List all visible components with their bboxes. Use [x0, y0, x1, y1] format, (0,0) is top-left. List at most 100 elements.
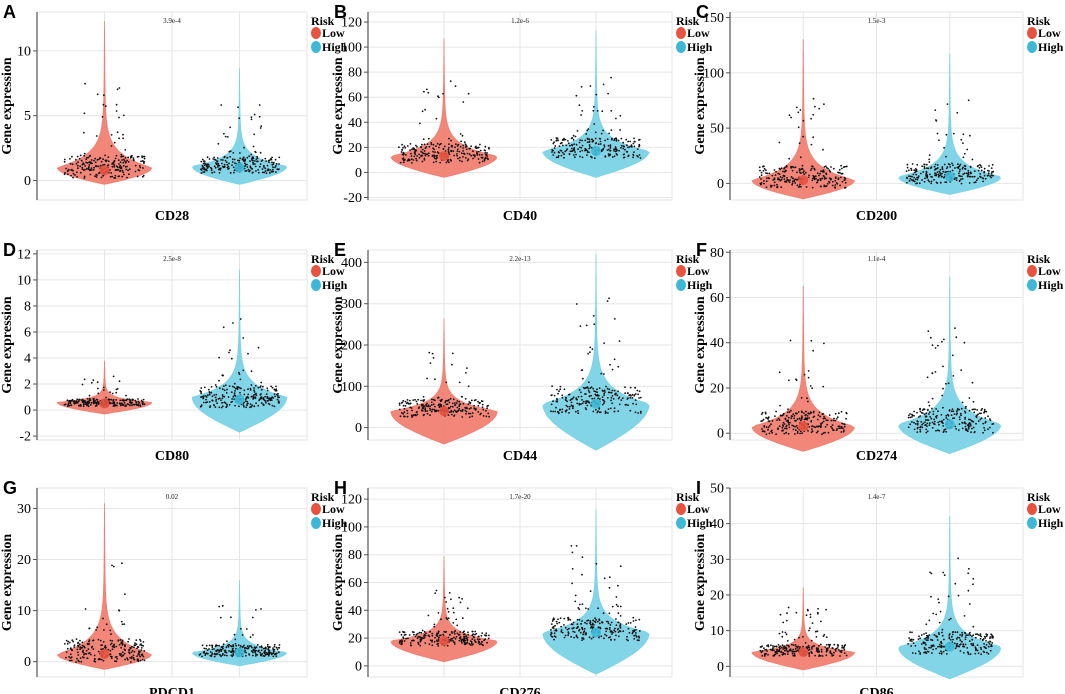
- data-point: [939, 168, 942, 171]
- data-point: [402, 413, 405, 415]
- data-point: [925, 637, 928, 639]
- data-point: [923, 648, 926, 650]
- data-point: [243, 146, 245, 149]
- data-point: [455, 143, 457, 146]
- data-point: [579, 631, 582, 634]
- data-point: [79, 657, 82, 659]
- data-point: [552, 142, 555, 145]
- data-point: [109, 629, 112, 632]
- data-point: [259, 163, 262, 166]
- data-point: [582, 633, 584, 636]
- data-point: [816, 630, 819, 633]
- data-point: [555, 400, 558, 403]
- data-point: [204, 395, 207, 397]
- data-point: [985, 644, 988, 646]
- data-point: [276, 652, 278, 655]
- data-point: [239, 152, 241, 154]
- data-point: [599, 140, 602, 143]
- data-point: [610, 391, 613, 394]
- data-point: [427, 152, 430, 155]
- y-tick-label: 120: [341, 493, 362, 508]
- data-point: [465, 410, 468, 413]
- data-point: [481, 160, 484, 163]
- data-point: [218, 644, 221, 647]
- data-point: [918, 182, 921, 185]
- data-point: [83, 378, 86, 381]
- data-point: [410, 158, 413, 161]
- data-point: [233, 171, 235, 174]
- data-point: [455, 635, 458, 638]
- y-tick-label: 400: [341, 256, 362, 271]
- data-point: [217, 142, 220, 145]
- y-tick-label: 20: [710, 381, 724, 396]
- data-point: [468, 153, 471, 156]
- data-point: [116, 657, 119, 660]
- data-point: [477, 400, 479, 403]
- data-point: [461, 642, 463, 644]
- p-value: 2.5e-8: [163, 255, 181, 263]
- data-point: [426, 143, 429, 146]
- data-point: [561, 144, 564, 147]
- data-point: [961, 422, 964, 424]
- data-point: [272, 168, 274, 171]
- data-point: [234, 638, 237, 641]
- data-point: [634, 626, 637, 628]
- data-point: [786, 640, 789, 642]
- data-point: [766, 650, 768, 652]
- data-point: [142, 167, 144, 169]
- data-point: [979, 638, 982, 640]
- data-point: [452, 607, 455, 610]
- data-point: [792, 648, 795, 651]
- data-point: [779, 404, 781, 407]
- data-point: [557, 155, 560, 157]
- data-point: [822, 432, 825, 434]
- data-point: [939, 172, 942, 175]
- data-point: [266, 389, 269, 392]
- p-value: 1.5e-3: [868, 17, 886, 25]
- data-point: [589, 346, 592, 349]
- data-point: [245, 406, 248, 409]
- data-point: [272, 647, 274, 649]
- data-point: [242, 156, 245, 159]
- y-tick-label: 20: [348, 632, 362, 647]
- data-point: [912, 179, 914, 182]
- data-point: [574, 600, 577, 603]
- data-point: [140, 160, 143, 163]
- data-point: [987, 641, 990, 643]
- data-point: [201, 655, 203, 658]
- data-point: [206, 165, 209, 168]
- data-point: [410, 155, 413, 158]
- data-point: [825, 185, 828, 187]
- y-axis-label: Gene expression: [693, 296, 708, 394]
- data-point: [928, 422, 931, 425]
- data-point: [625, 638, 628, 641]
- data-point: [564, 150, 567, 153]
- data-point: [568, 153, 571, 155]
- data-point: [572, 139, 575, 141]
- data-point: [614, 393, 617, 396]
- data-point: [620, 399, 623, 401]
- data-point: [806, 417, 809, 420]
- data-point: [67, 402, 70, 405]
- data-point: [242, 645, 245, 648]
- data-point: [981, 177, 984, 180]
- data-point: [967, 418, 970, 421]
- data-point: [921, 409, 924, 411]
- data-point: [459, 637, 462, 640]
- data-point: [625, 403, 628, 406]
- data-point: [216, 160, 219, 163]
- data-point: [87, 168, 90, 171]
- data-point: [431, 640, 433, 643]
- data-point: [458, 159, 461, 162]
- data-point: [614, 630, 617, 633]
- data-point: [771, 174, 774, 177]
- y-tick-label: 0: [24, 174, 31, 189]
- data-point: [92, 402, 95, 405]
- panel-letter: D: [3, 240, 16, 260]
- data-point: [70, 174, 72, 177]
- data-point: [451, 352, 454, 355]
- data-point: [260, 608, 262, 610]
- data-point: [931, 344, 934, 347]
- data-point: [943, 176, 945, 179]
- data-point: [762, 165, 764, 168]
